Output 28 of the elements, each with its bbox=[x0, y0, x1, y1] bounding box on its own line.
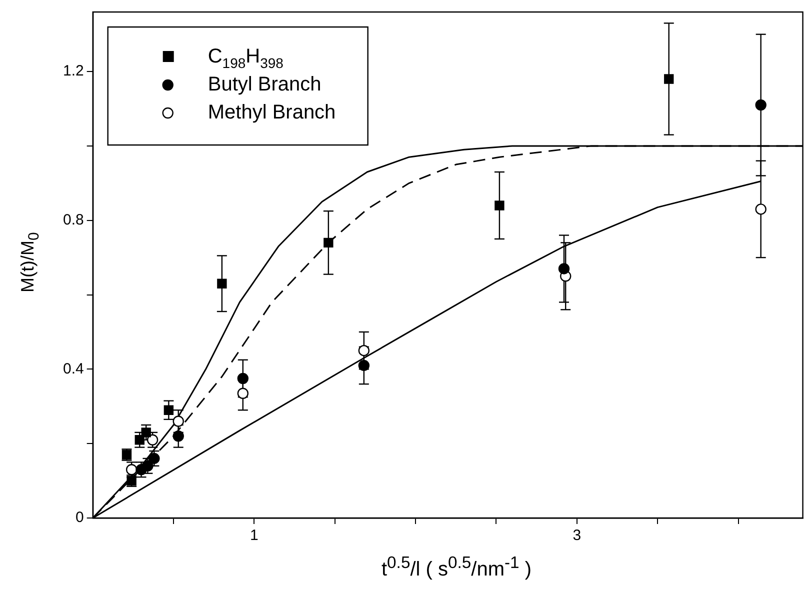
point bbox=[755, 99, 766, 111]
point bbox=[141, 428, 151, 438]
point bbox=[324, 238, 334, 248]
point bbox=[558, 263, 570, 274]
point bbox=[217, 278, 227, 288]
point bbox=[494, 200, 504, 210]
point bbox=[146, 434, 158, 446]
point bbox=[664, 74, 674, 84]
legend-label: Methyl Branch bbox=[208, 102, 336, 124]
point bbox=[237, 372, 249, 384]
point bbox=[142, 460, 154, 472]
legend-label: Butyl Branch bbox=[208, 74, 322, 96]
x-axis-title: t$^{0.5}$/l ( s$^{0.5}$/nm$^{-1}$ ) bbox=[380, 553, 533, 582]
point bbox=[755, 204, 766, 215]
point bbox=[172, 430, 184, 442]
x-tick-label: 1 bbox=[250, 527, 258, 544]
y-tick-label: 0.4 bbox=[62, 360, 84, 378]
point bbox=[134, 435, 144, 445]
point bbox=[358, 344, 370, 356]
x-tick-label: 3 bbox=[572, 527, 582, 544]
y-tick-label: 0.8 bbox=[62, 211, 84, 228]
point bbox=[148, 452, 160, 464]
y-tick-label: 1.2 bbox=[62, 62, 84, 80]
point bbox=[172, 416, 184, 427]
y-tick-label: 0 bbox=[76, 509, 84, 526]
point bbox=[358, 360, 370, 372]
point bbox=[237, 388, 249, 399]
point bbox=[164, 405, 174, 415]
